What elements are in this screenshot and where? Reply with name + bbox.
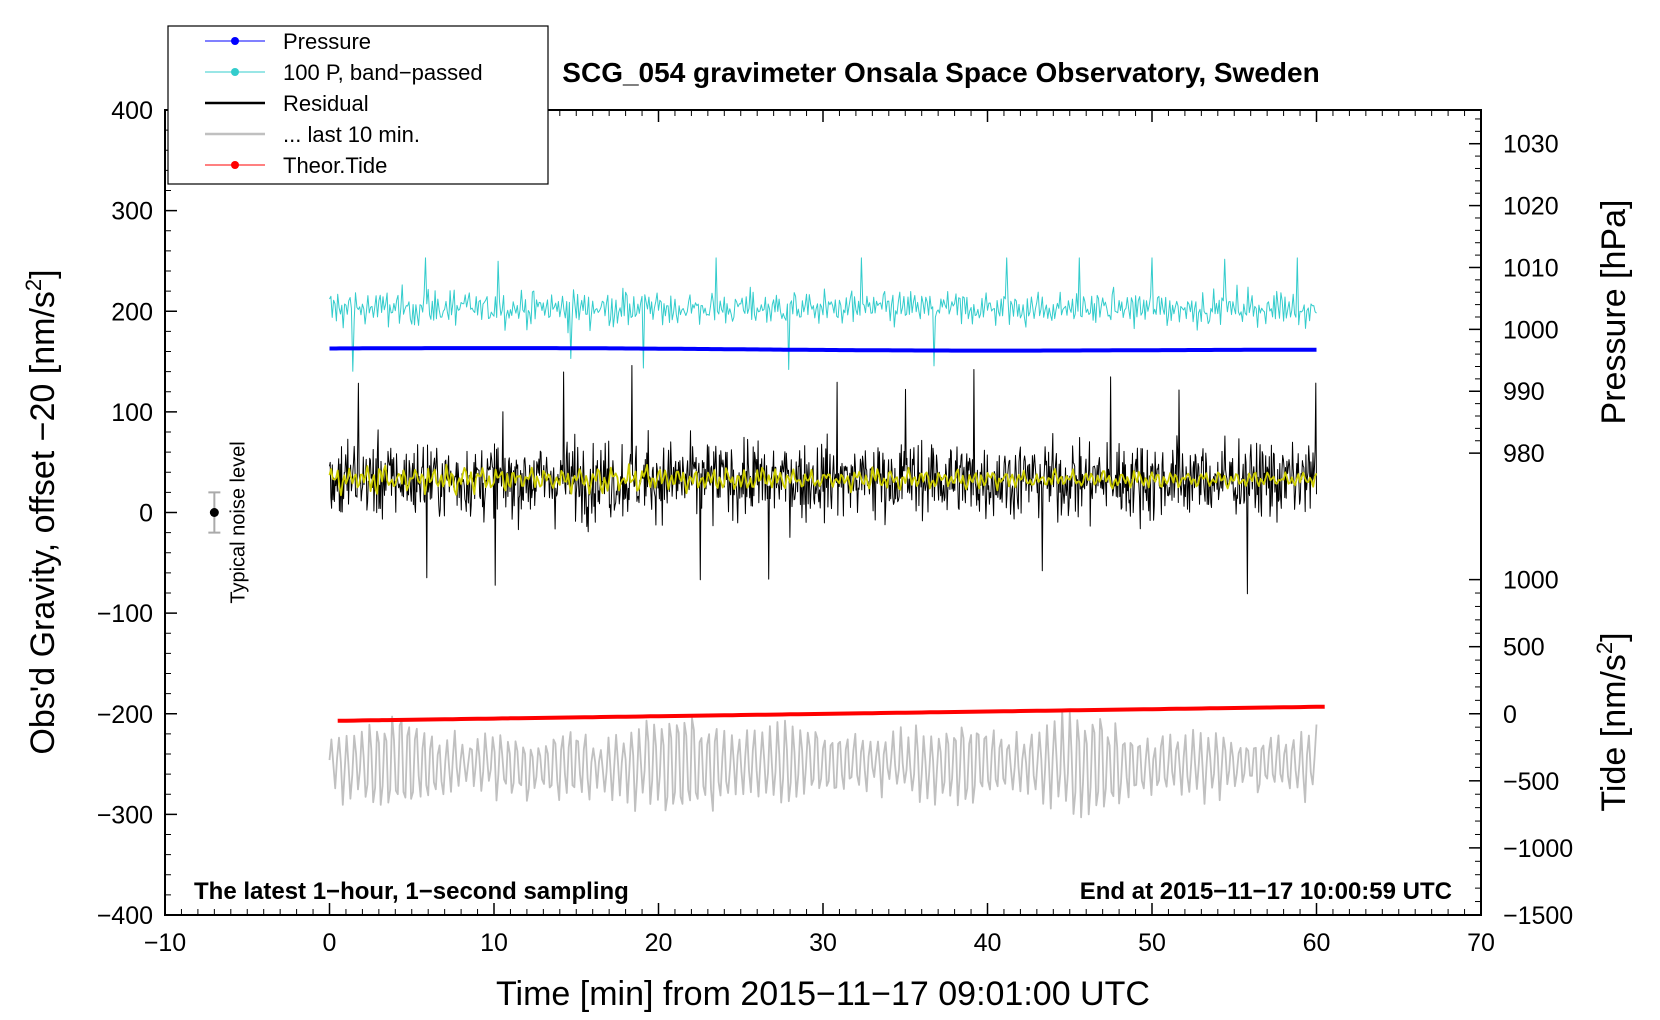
noise-point	[209, 508, 219, 517]
tide-axis-title-main: Tide [nm/s	[1595, 654, 1633, 811]
y-tick-label: −400	[97, 902, 153, 930]
series-residual-smoothed	[328, 463, 1318, 497]
legend-marker	[231, 68, 239, 76]
x-tick-label: 50	[1138, 929, 1166, 957]
y-tick-label: 0	[139, 500, 153, 528]
pressure-tick-label: 1010	[1503, 254, 1559, 282]
series-layer	[328, 257, 1325, 819]
x-tick-label: 60	[1303, 929, 1331, 957]
legend-label: Residual	[283, 91, 369, 116]
plot-frame	[164, 109, 1482, 916]
y-tick-label: 100	[111, 399, 153, 427]
series-bandpassed-pressure	[329, 257, 1317, 372]
pressure-tick-label: 980	[1503, 440, 1545, 468]
legend-marker	[231, 161, 239, 169]
legend-label: Theor.Tide	[283, 153, 387, 178]
legend-items: Pressure 100 P, band−passed Residual ... la…	[205, 29, 483, 178]
noise-indicator: Typical noise level	[208, 441, 249, 604]
y-axis-title-sup: 2	[21, 279, 46, 291]
axes-layer: −10 0 10 20 30 40 50 60 704003002001000−100−200−…	[97, 97, 1574, 957]
legend-label: 100 P, band−passed	[283, 60, 483, 85]
y-tick-label: −300	[97, 801, 153, 829]
pressure-tick-label: 990	[1503, 378, 1545, 406]
x-axis-title: Time [min] from 2015−11−17 09:01:00 UTC	[496, 975, 1150, 1013]
tide-tick-label: −500	[1503, 768, 1559, 796]
noise-label: Typical noise level	[227, 441, 249, 603]
y-tick-label: −200	[97, 701, 153, 729]
legend-label: Pressure	[283, 29, 371, 54]
tide-axis-title: Tide [nm/s2]	[1592, 632, 1633, 811]
y-tick-label: −100	[97, 600, 153, 628]
chart-title: SCG_054 gravimeter Onsala Space Observat…	[562, 57, 1319, 88]
pressure-axis-title: Pressure [hPa]	[1595, 200, 1633, 425]
tide-tick-label: −1500	[1503, 902, 1573, 930]
x-tick-label: −10	[144, 929, 186, 957]
annotation-bottom-left: The latest 1−hour, 1−second sampling	[194, 878, 629, 905]
tide-axis-title-end: ]	[1595, 632, 1633, 641]
legend-marker	[231, 37, 239, 45]
series-last-10-min	[328, 709, 1318, 819]
x-tick-label: 70	[1467, 929, 1495, 957]
y-axis-title: Obs'd Gravity, offset −20 [nm/s2]	[21, 269, 62, 754]
y-axis-title-main: Obs'd Gravity, offset −20 [nm/s	[24, 291, 62, 754]
tide-tick-label: 0	[1503, 701, 1517, 729]
x-tick-label: 40	[974, 929, 1002, 957]
legend-box	[167, 25, 549, 185]
y-tick-label: 200	[111, 298, 153, 326]
x-tick-label: 0	[323, 929, 337, 957]
x-tick-label: 30	[809, 929, 837, 957]
x-tick-label: 20	[645, 929, 673, 957]
legend: Pressure 100 P, band−passed Residual ... la…	[167, 25, 549, 185]
y-tick-label: 400	[111, 97, 153, 125]
legend-label: ... last 10 min.	[283, 122, 420, 147]
tide-tick-label: −1000	[1503, 835, 1573, 863]
x-tick-label: 10	[480, 929, 508, 957]
tide-tick-label: 1000	[1503, 567, 1559, 595]
series-theoretical-tide	[337, 704, 1325, 723]
y-axis-title-end: ]	[24, 269, 62, 278]
tide-axis-title-sup: 2	[1592, 642, 1617, 654]
series-residual	[329, 365, 1317, 595]
pressure-tick-label: 1020	[1503, 193, 1559, 221]
tide-tick-label: 500	[1503, 634, 1545, 662]
pressure-tick-label: 1000	[1503, 316, 1559, 344]
series-pressure	[329, 346, 1317, 353]
pressure-tick-label: 1030	[1503, 131, 1559, 159]
y-tick-label: 300	[111, 198, 153, 226]
annotation-bottom-right: End at 2015−11−17 10:00:59 UTC	[1080, 878, 1452, 905]
